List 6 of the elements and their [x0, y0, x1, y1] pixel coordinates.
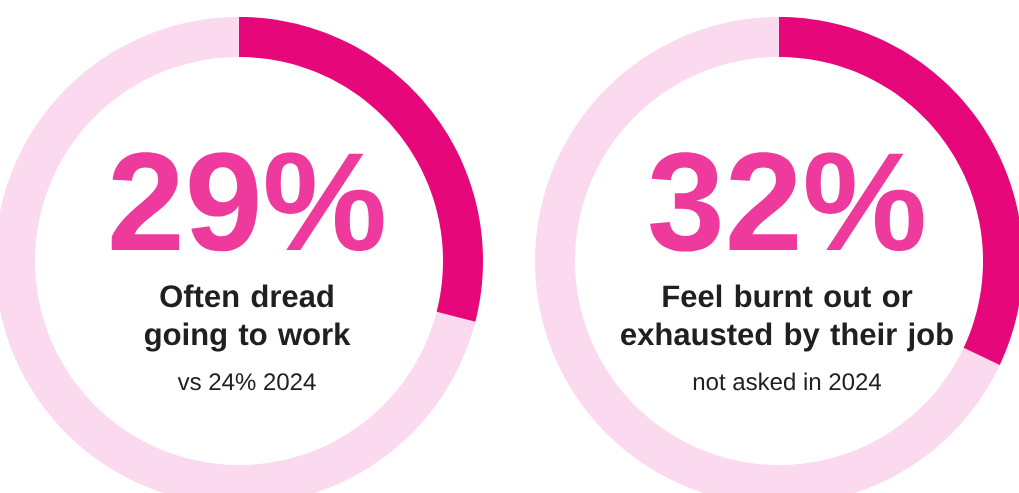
data-label: 32%	[650, 152, 924, 252]
text: not asked in 2024	[693, 372, 881, 391]
text: Feel burnt out or exhausted by their job	[621, 284, 953, 352]
data-label: 29%	[111, 152, 384, 252]
text: Often dread going to work	[144, 284, 351, 352]
text: vs 24% 2024	[177, 373, 316, 391]
